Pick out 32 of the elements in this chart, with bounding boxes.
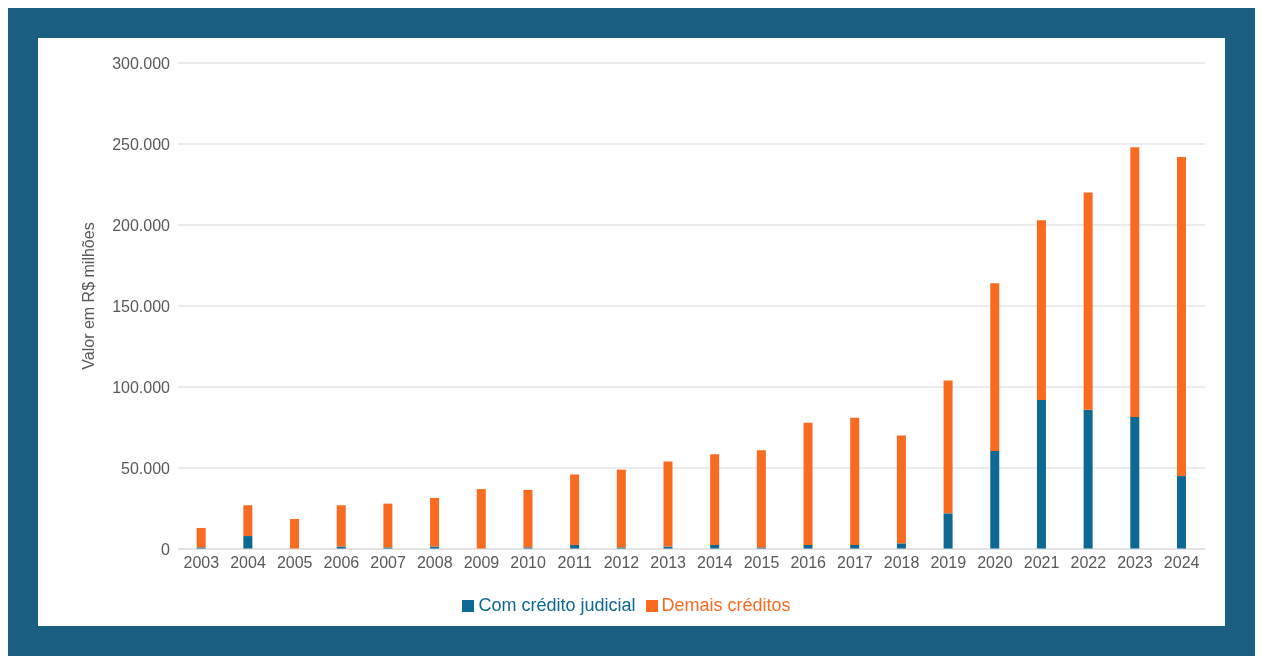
x-tick-label: 2004 [230,554,266,572]
y-tick-label: 50.000 [121,459,171,477]
y-tick-label: 150.000 [112,297,171,315]
y-axis-title: Valor em R$ milhões [79,222,97,370]
x-tick-label: 2006 [323,554,360,572]
y-tick-label: 300.000 [112,54,171,72]
x-tick-label: 2008 [416,554,453,572]
y-tick-label: 0 [161,540,171,558]
x-tick-label: 2005 [276,554,313,572]
x-tick-label: 2007 [370,554,406,572]
x-tick-label: 2021 [1023,554,1060,572]
x-tick-label: 2009 [463,554,500,572]
x-tick-label: 2022 [1070,554,1107,572]
y-tick-label: 100.000 [112,378,171,396]
x-tick-label: 2020 [977,554,1013,572]
x-tick-label: 2011 [557,554,593,572]
x-tick-label: 2015 [743,554,780,572]
x-tick-label: 2019 [930,554,967,572]
legend-label: Com crédito judicial [478,595,636,615]
x-tick-label: 2018 [883,554,920,572]
x-tick-label: 2024 [1163,554,1200,572]
x-tick-label: 2016 [790,554,827,572]
x-tick-label: 2003 [183,554,220,572]
x-tick-label: 2010 [510,554,547,572]
y-tick-label: 250.000 [112,135,171,153]
y-tick-label: 200.000 [112,216,171,234]
x-tick-label: 2023 [1117,554,1153,572]
x-tick-label: 2013 [650,554,687,572]
x-tick-label: 2017 [837,554,873,572]
x-tick-label: 2014 [697,554,733,572]
legend-label: Demais créditos [661,595,791,615]
x-tick-label: 2012 [603,554,640,572]
